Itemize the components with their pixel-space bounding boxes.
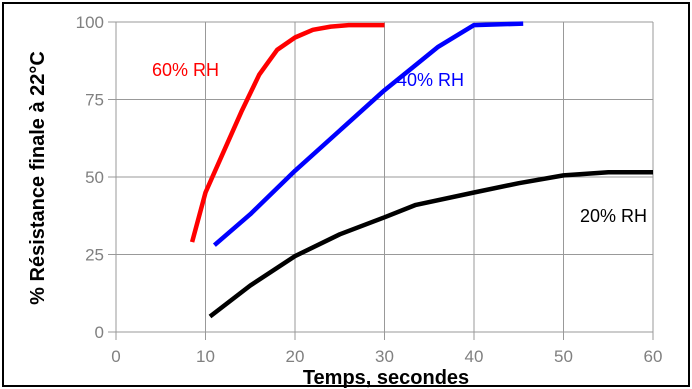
series-line-60rh xyxy=(189,22,385,243)
series-label-20rh: 20% RH xyxy=(580,206,647,226)
y-tick-label: 75 xyxy=(85,91,104,110)
gridlines xyxy=(108,21,654,340)
y-tick-labels: 0 25 50 75 100 xyxy=(76,13,104,342)
y-tick-label: 0 xyxy=(95,323,104,342)
series-label-60rh: 60% RH xyxy=(152,60,219,80)
series-line-40rh xyxy=(212,21,524,247)
x-tick-label: 10 xyxy=(196,347,215,366)
series-label-40rh: 40% RH xyxy=(397,70,464,90)
x-tick-label: 40 xyxy=(465,347,484,366)
x-tick-label: 0 xyxy=(111,347,120,366)
x-tick-label: 20 xyxy=(286,347,305,366)
y-tick-label: 100 xyxy=(76,13,104,32)
series-lines xyxy=(189,21,653,319)
y-tick-label: 25 xyxy=(85,246,104,265)
x-tick-label: 60 xyxy=(644,347,663,366)
series-line-20rh xyxy=(208,170,653,319)
x-tick-label: 30 xyxy=(375,347,394,366)
x-tick-label: 50 xyxy=(554,347,573,366)
y-axis-title: % Résistance finale à 22°C xyxy=(27,51,49,305)
x-tick-labels: 0 10 20 30 40 50 60 xyxy=(111,347,662,366)
x-axis-title: Temps, secondes xyxy=(303,367,469,389)
y-tick-label: 50 xyxy=(85,168,104,187)
